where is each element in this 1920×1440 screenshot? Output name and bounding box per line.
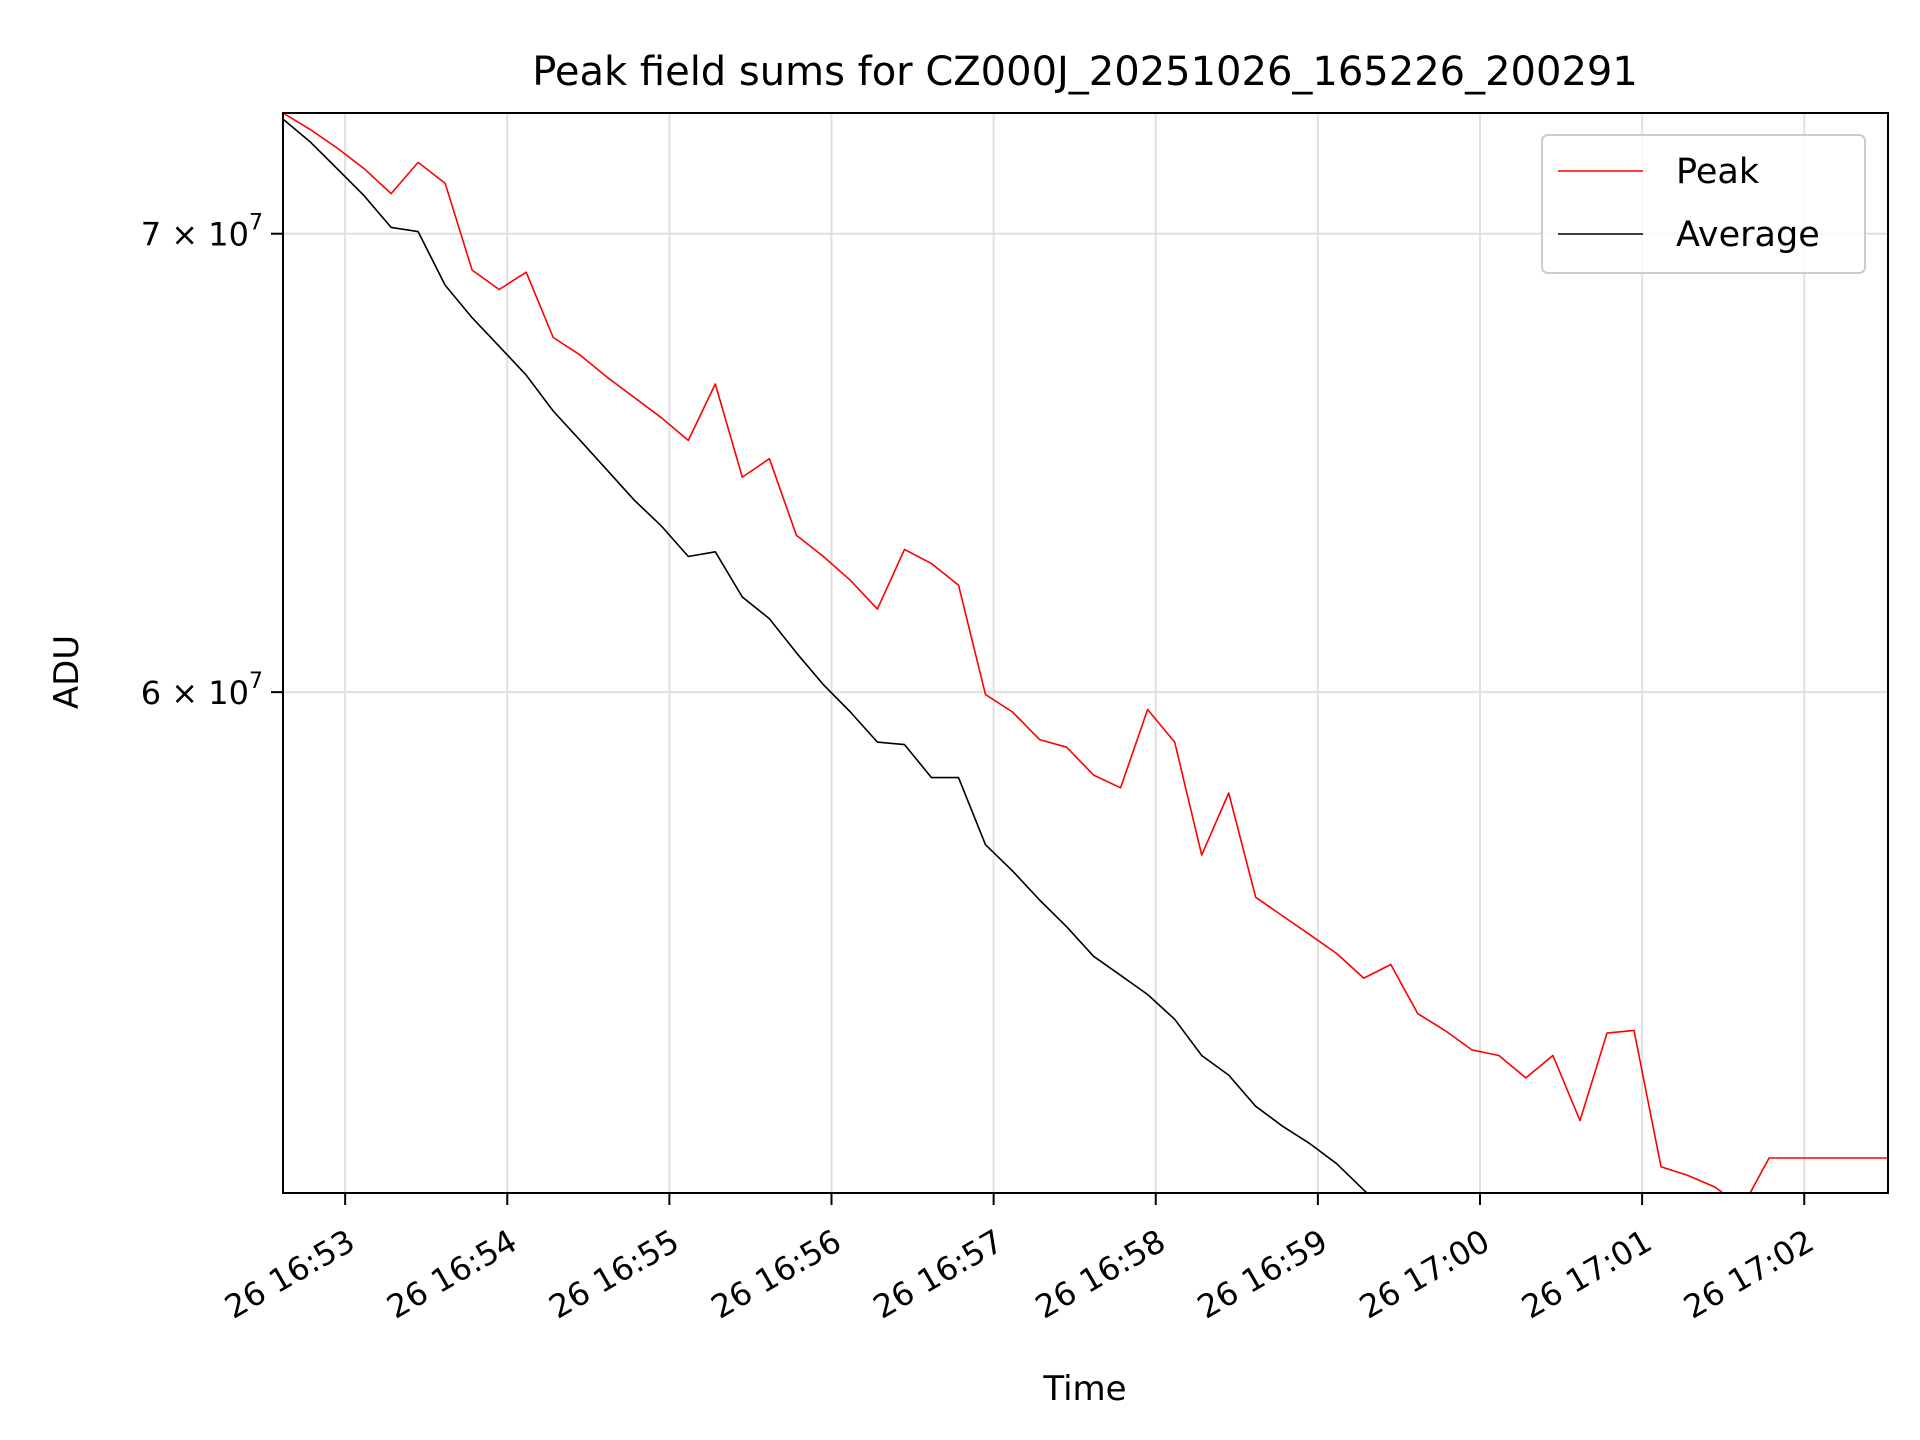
legend-label-average: Average: [1676, 215, 1820, 255]
y-tick-label: 7 × 107: [141, 211, 263, 254]
y-tick-label: 6 × 107: [141, 669, 263, 712]
legend-frame: [1541, 134, 1866, 274]
legend: Peak Average: [1541, 134, 1866, 274]
x-axis-label: Time: [1042, 1369, 1126, 1409]
data-series: [283, 113, 1888, 1193]
series-line-average: [283, 118, 1369, 1193]
chart-title: Peak field sums for CZ000J_20251026_1652…: [532, 49, 1638, 95]
legend-label-peak: Peak: [1676, 152, 1760, 192]
plot-area-frame: [282, 112, 1889, 1194]
y-axis-label: ADU: [47, 635, 87, 709]
series-line-peak: [283, 113, 1888, 1193]
